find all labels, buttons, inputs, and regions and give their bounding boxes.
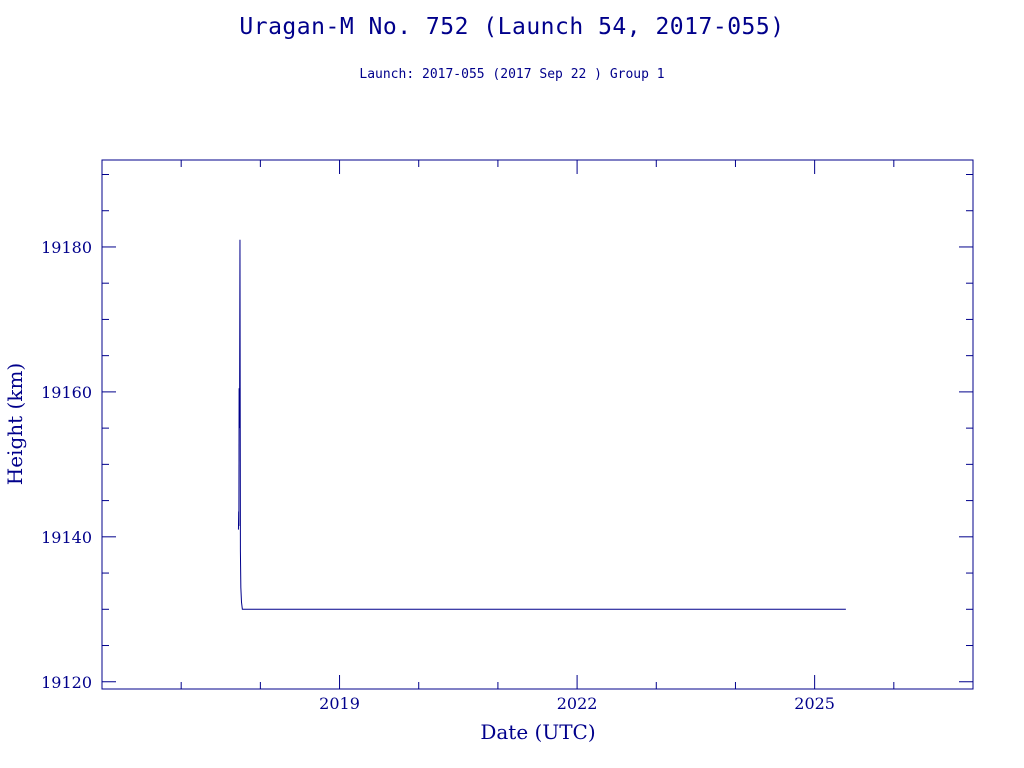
x-tick-label: 2025 — [794, 694, 835, 713]
tick-labels: 2019 2022 2025 19120 19140 19160 19180 — [41, 238, 835, 713]
chart-subtitle: Launch: 2017-055 (2017 Sep 22 ) Group 1 — [359, 67, 665, 82]
y-axis-label: Height (km) — [3, 363, 27, 485]
chart-title: Uragan-M No. 752 (Launch 54, 2017-055) — [239, 14, 785, 40]
y-tick-label: 19180 — [41, 238, 92, 257]
x-tick-label: 2019 — [319, 694, 360, 713]
x-tick-label: 2022 — [557, 694, 598, 713]
plot-frame — [101, 159, 974, 690]
y-tick-label: 19160 — [41, 383, 92, 402]
y-tick-label: 19140 — [41, 528, 92, 547]
axis-ticks — [101, 160, 974, 689]
y-tick-label: 19120 — [41, 673, 92, 692]
series-line-height — [237, 239, 846, 610]
x-axis-label: Date (UTC) — [480, 720, 595, 744]
